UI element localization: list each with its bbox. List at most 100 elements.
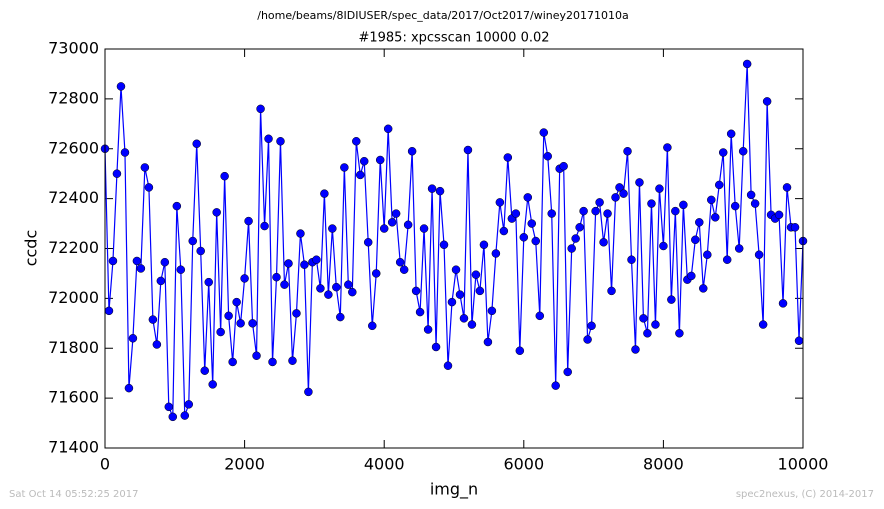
data-point [551,381,560,390]
data-point [232,297,241,307]
data-point [356,170,365,180]
data-point [352,137,361,146]
data-point [387,218,397,227]
data-point [216,327,225,337]
data-point [742,59,752,69]
data-point [559,161,568,171]
data-point [180,411,190,420]
data-point [487,306,497,316]
data-point [184,400,194,409]
data-point [220,171,229,181]
data-point [328,224,337,233]
suptitle: /home/beams/8IDIUSER/spec_data/2017/Oct2… [257,9,629,22]
data-point [655,184,664,193]
data-point [754,250,764,259]
data-point [419,224,429,233]
data-point [132,256,142,266]
data-point [192,139,201,149]
data-point [515,346,525,355]
data-point [611,193,620,202]
data-point [451,265,461,274]
x-tick-label: 0 [100,455,110,474]
data-point [750,199,760,208]
data-point [523,193,533,202]
data-point [248,319,257,328]
data-point [312,255,321,264]
data-point [543,151,552,161]
data-point [782,183,792,192]
data-point [344,280,353,289]
data-point [407,146,417,156]
data-point [403,220,413,230]
data-point [531,236,540,246]
data-point [579,206,588,216]
data-line [104,63,804,418]
data-point [547,209,556,218]
data-point [276,137,285,146]
data-point [599,238,608,247]
data-point [136,264,146,273]
data-point [140,163,150,172]
data-point [268,357,277,367]
data-point [104,306,114,316]
data-point [391,209,401,218]
data-point [128,334,138,343]
x-tick-label: 10000 [778,455,829,474]
data-point [459,314,469,323]
data-point [423,325,433,334]
y-tick-label: 71600 [48,388,99,407]
data-point [627,255,636,264]
plot-frame [104,48,804,449]
data-point [188,236,197,246]
data-point [228,357,237,367]
data-point [256,104,265,114]
data-point [443,361,453,370]
data-point [790,223,800,232]
data-point [511,209,521,218]
data-point [571,234,580,243]
data-point [671,206,680,216]
data-point [591,206,600,216]
data-point [635,178,644,187]
data-point [714,180,724,190]
data-point [292,309,301,318]
data-point [236,319,245,328]
data-point [200,366,209,375]
data-point [699,284,708,293]
data-point [774,210,784,220]
data-point [336,312,345,322]
data-point [679,200,688,210]
data-point [332,282,341,292]
data-point [264,134,273,144]
data-point [575,223,584,232]
data-point [435,186,445,196]
data-point [427,184,437,193]
data-point [567,244,576,253]
data-point [583,335,592,344]
data-point [196,246,205,256]
data-point [379,224,389,233]
data-point [120,148,130,157]
data-point [144,183,154,192]
data-point [539,128,549,137]
data-point [519,233,529,242]
data-point [411,286,421,296]
data-point [730,201,740,211]
data-point [375,155,385,165]
data-point [495,198,505,207]
data-point [467,320,477,329]
data-point [659,241,668,251]
data-point [667,295,676,304]
data-point [623,146,632,156]
data-point [359,156,369,166]
data-point [371,269,381,278]
data-point [675,329,684,338]
data-point [499,226,509,236]
data-point [563,367,572,377]
x-tick-label: 8000 [643,455,684,474]
data-point [483,337,493,347]
footer-left: Sat Oct 14 05:52:25 2017 [9,489,139,500]
data-point [639,314,648,323]
